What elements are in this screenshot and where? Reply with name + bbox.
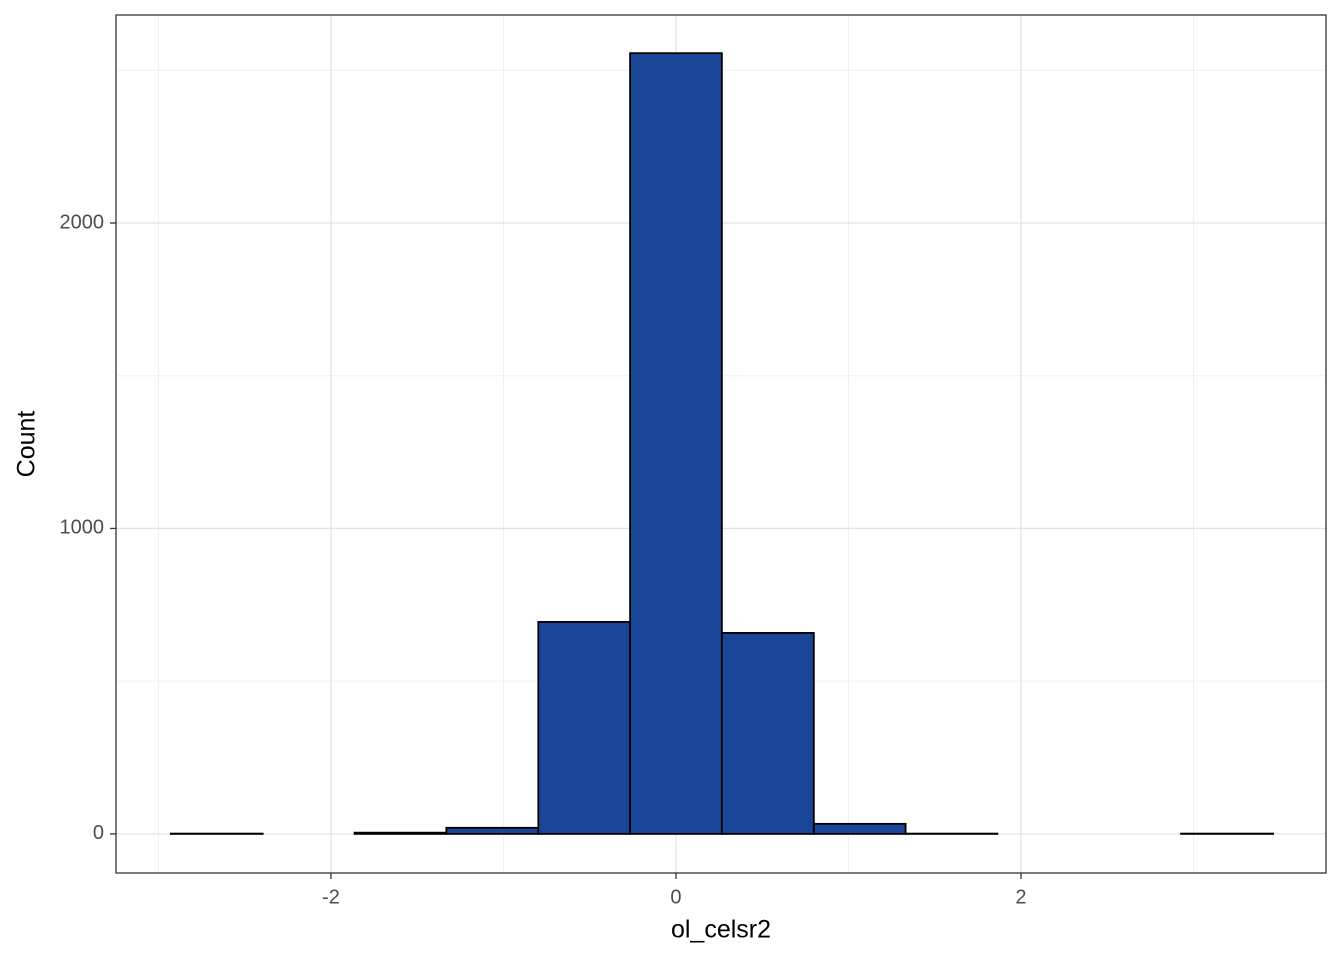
bars: [169, 52, 1274, 835]
histogram-bar: [812, 822, 907, 835]
histogram-bar: [720, 632, 815, 835]
histogram-bar: [353, 831, 448, 835]
y-tick-label: 1000: [60, 517, 105, 539]
panel-border: [115, 14, 1327, 874]
x-tick-label: -2: [322, 886, 340, 908]
histogram-bar: [629, 52, 723, 835]
x-axis-title: ol_celsr2: [671, 916, 771, 944]
y-tick-label: 2000: [60, 211, 105, 233]
histogram-bar: [445, 826, 540, 835]
y-tick-label: 0: [93, 822, 104, 844]
histogram-bar: [537, 621, 631, 835]
x-tick-label: 2: [1015, 886, 1026, 908]
x-tick-label: 0: [670, 886, 681, 908]
axes: -2 0 2 0 1000 2000: [60, 211, 1027, 908]
y-axis-title: Count: [13, 411, 41, 478]
